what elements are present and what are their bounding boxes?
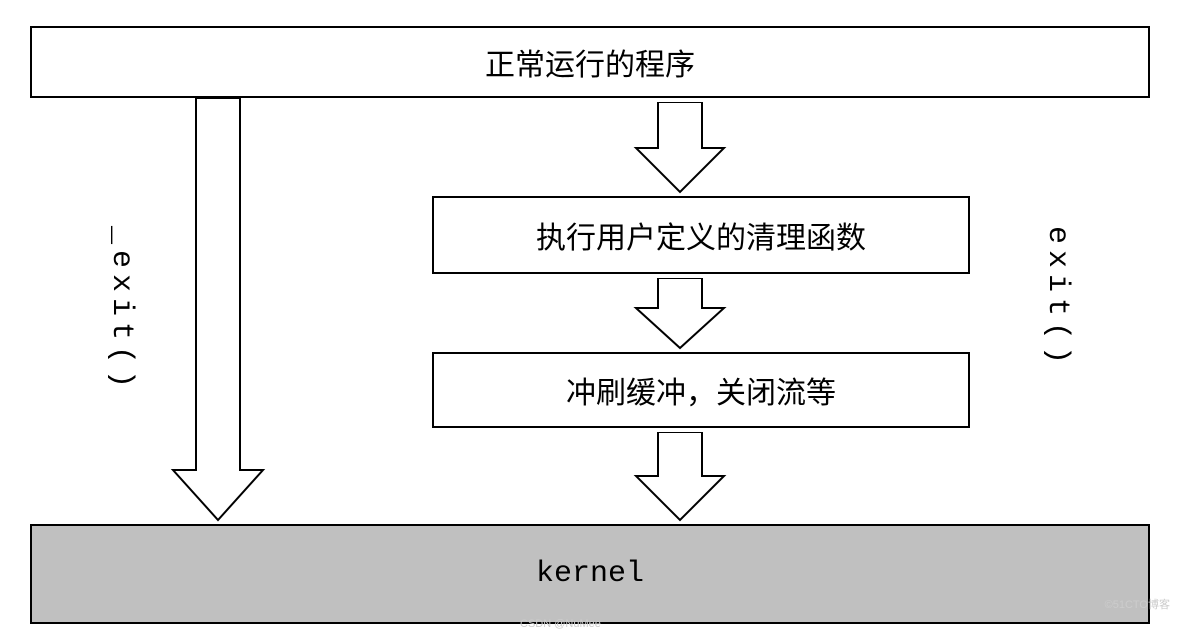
arrow-long (151, 98, 285, 524)
box-mid1-label: 执行用户定义的清理函数 (536, 213, 866, 257)
box-mid2: 冲刷缓冲，关闭流等 (432, 352, 970, 428)
left-label: _exit() (104, 226, 138, 394)
box-mid2-label: 冲刷缓冲，关闭流等 (566, 368, 836, 412)
arrow-short2 (614, 278, 746, 352)
box-bottom-label: kernel (536, 557, 644, 591)
watermark-1: ©51CTO博客 (1105, 596, 1170, 612)
box-top: 正常运行的程序 (30, 26, 1150, 98)
box-mid1: 执行用户定义的清理函数 (432, 196, 970, 274)
watermark-2: CSDN @NuMee (520, 618, 601, 630)
box-bottom: kernel (30, 524, 1150, 624)
arrow-short1 (614, 102, 746, 196)
right-label: exit() (1040, 226, 1074, 370)
arrow-short3 (614, 432, 746, 524)
box-top-label: 正常运行的程序 (485, 40, 695, 84)
